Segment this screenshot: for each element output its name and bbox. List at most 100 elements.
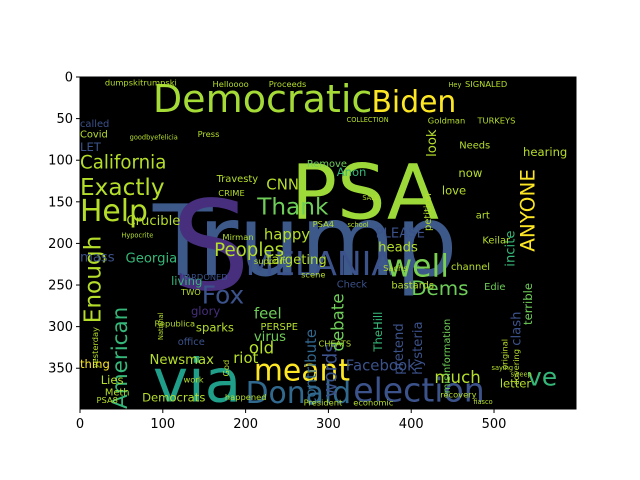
word-90: President bbox=[304, 398, 343, 408]
word-99: COLLECTION bbox=[347, 116, 389, 124]
word-30: incite bbox=[504, 230, 519, 266]
word-83: Republica bbox=[155, 319, 196, 329]
y-tick-label-1: 50 bbox=[56, 112, 73, 127]
word-7: MELANIA bbox=[246, 244, 395, 283]
x-tick-label-0: 0 bbox=[76, 417, 84, 432]
word-35: feel bbox=[254, 304, 282, 322]
word-60: Edie bbox=[484, 282, 505, 293]
word-72: LET bbox=[80, 140, 102, 154]
word-97: CHEATS bbox=[318, 339, 351, 349]
word-91: economic bbox=[353, 398, 393, 408]
word-58: art bbox=[476, 210, 490, 221]
word-33: mass bbox=[80, 251, 115, 266]
word-10: meant bbox=[254, 354, 350, 389]
y-tick-label-6: 300 bbox=[48, 320, 73, 335]
word-44: Lies bbox=[101, 373, 124, 387]
x-axis: 0 100 200 300 400 500 bbox=[76, 409, 506, 432]
word-9: Biden bbox=[371, 85, 456, 120]
word-56: now bbox=[458, 166, 482, 180]
word-45: thing bbox=[80, 357, 110, 371]
word-69: CRIME bbox=[218, 188, 244, 198]
word-101: school bbox=[347, 221, 368, 229]
word-41: clash bbox=[510, 312, 525, 346]
word-46: Meth bbox=[105, 388, 130, 399]
word-86: PSA8 bbox=[97, 395, 118, 405]
word-53: heads bbox=[378, 241, 418, 256]
word-3: via bbox=[153, 348, 241, 417]
word-80: TURKEYS bbox=[476, 116, 515, 126]
word-107: National bbox=[157, 312, 165, 340]
word-20: ve bbox=[527, 363, 557, 392]
y-tick-label-5: 250 bbox=[48, 279, 73, 294]
word-71: TWO bbox=[180, 287, 201, 297]
word-49: glory bbox=[191, 304, 220, 318]
word-63: Check bbox=[337, 280, 368, 291]
word-85: PSA4 bbox=[313, 219, 334, 229]
word-73: Covid bbox=[80, 130, 108, 141]
word-28: happy bbox=[264, 225, 310, 243]
word-31: Crucible bbox=[126, 214, 180, 229]
word-77: Proceeds bbox=[269, 79, 307, 89]
word-42: Democrats bbox=[142, 391, 205, 405]
word-48: sparks bbox=[196, 321, 234, 335]
word-108: God bbox=[221, 360, 231, 377]
word-57: love bbox=[442, 183, 466, 197]
word-105: saying bbox=[492, 364, 514, 372]
word-110: Hypocrite bbox=[121, 232, 153, 240]
y-axis: 0 50 100 150 200 250 300 350 bbox=[48, 71, 80, 377]
word-59: TheHill bbox=[371, 312, 385, 353]
word-50: living bbox=[171, 274, 202, 288]
y-tick-label-4: 200 bbox=[48, 237, 73, 252]
word-103: petition bbox=[423, 193, 434, 231]
word-84: yesterday bbox=[90, 327, 100, 368]
word-89: recovery bbox=[440, 389, 476, 399]
word-52: PLEASE bbox=[376, 227, 425, 242]
word-87: covering bbox=[511, 349, 521, 385]
word-4: Democratic bbox=[153, 77, 373, 121]
y-tick-label-0: 0 bbox=[65, 71, 73, 86]
word-21: Peoples bbox=[214, 240, 284, 261]
word-24: contribute bbox=[302, 329, 320, 406]
word-6: Donald bbox=[246, 376, 352, 411]
word-74: called bbox=[80, 119, 109, 130]
word-64: bastards bbox=[391, 280, 434, 291]
word-65: Anon bbox=[337, 165, 367, 179]
word-62: channel bbox=[451, 262, 490, 273]
word-102: SALE bbox=[362, 194, 379, 202]
word-19: Dems bbox=[411, 277, 468, 300]
word-15: Thank bbox=[256, 193, 329, 220]
word-76: Helloooo bbox=[212, 79, 248, 89]
word-111: goodbyefelicia bbox=[130, 133, 178, 141]
word-61: terrible bbox=[521, 283, 535, 325]
word-81: Goldman bbox=[428, 116, 466, 126]
word-106: sweep bbox=[511, 371, 532, 379]
word-18: ANYONE bbox=[517, 169, 540, 252]
word-38: Newsmax bbox=[150, 353, 215, 368]
word-22: words bbox=[321, 343, 342, 397]
word-47: PERSPE bbox=[261, 322, 299, 333]
word-98: Sachs bbox=[383, 263, 408, 273]
x-tick-label-1: 100 bbox=[150, 417, 175, 432]
word-100: Press bbox=[198, 129, 220, 139]
word-29: targeting bbox=[266, 253, 327, 268]
word-51: office bbox=[178, 337, 205, 348]
word-39: pretend bbox=[392, 323, 407, 375]
word-32: Georgia bbox=[126, 252, 178, 267]
word-16: Enough bbox=[80, 236, 107, 324]
word-95: support bbox=[254, 256, 287, 266]
word-93: work bbox=[184, 374, 204, 384]
word-27: CNN bbox=[266, 175, 299, 193]
word-55: look bbox=[425, 129, 440, 157]
word-5: election bbox=[353, 371, 484, 410]
word-36: virus bbox=[254, 330, 286, 345]
word-88: misinformation bbox=[442, 319, 453, 394]
word-54: hearing bbox=[523, 145, 567, 159]
word-0: Trump bbox=[152, 185, 458, 299]
word-78: Needs bbox=[459, 141, 490, 152]
word-23: debate bbox=[328, 293, 347, 351]
word-70: PARDONED bbox=[181, 272, 228, 282]
word-12: Help bbox=[80, 194, 148, 229]
y-tick-label-7: 350 bbox=[48, 362, 73, 377]
word-25: Facebook bbox=[346, 357, 416, 375]
